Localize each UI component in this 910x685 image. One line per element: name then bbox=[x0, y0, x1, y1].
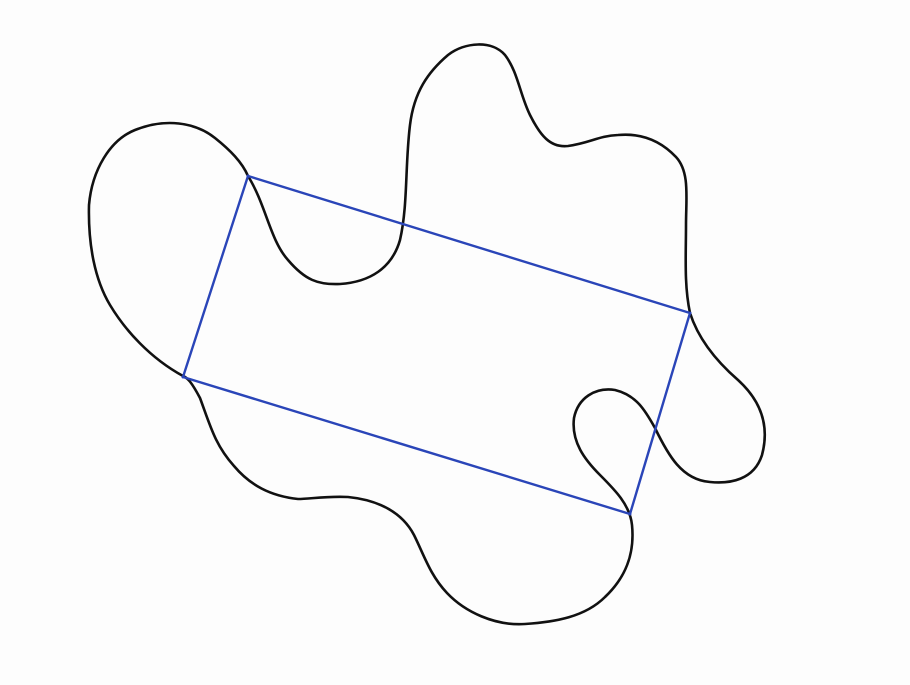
rectangle-edge-right bbox=[628, 311, 692, 516]
rectangle-vertex-3 bbox=[628, 512, 632, 516]
rectangle-vertices bbox=[181, 174, 692, 516]
rectangle-edge-left bbox=[181, 174, 250, 379]
inscribed-rectangle bbox=[181, 174, 692, 516]
rectangle-vertex-2 bbox=[688, 311, 692, 315]
rectangle-vertex-1 bbox=[246, 174, 250, 178]
rectangle-vertex-4 bbox=[181, 375, 185, 379]
rectangle-edge-top bbox=[246, 174, 692, 315]
rectangle-edge-bottom bbox=[181, 375, 632, 516]
